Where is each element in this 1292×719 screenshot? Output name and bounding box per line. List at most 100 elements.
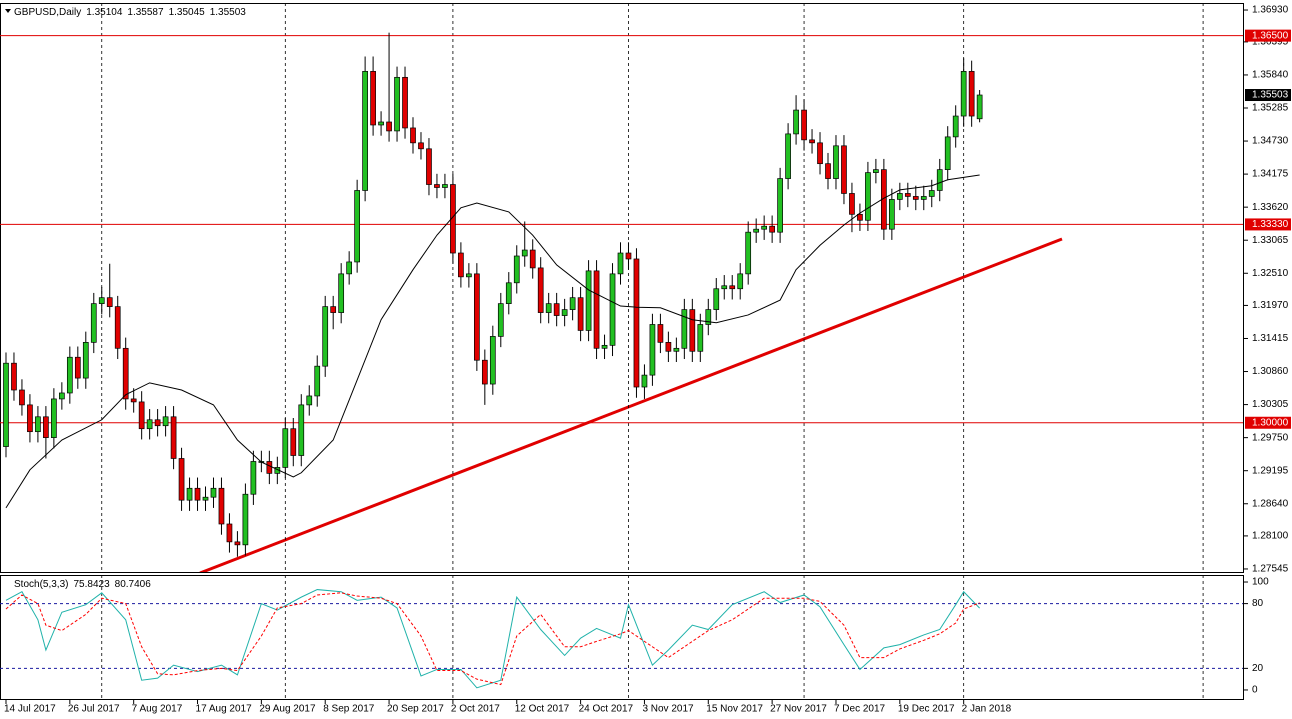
x-tick-label: 17 Aug 2017 xyxy=(196,704,253,715)
candle-body xyxy=(729,285,736,290)
x-tick-label: 2 Jan 2018 xyxy=(962,704,1012,715)
candle-body xyxy=(944,136,951,170)
y-tick-label: 1.34730 xyxy=(1252,136,1289,147)
header-item: Stoch(5,3,3) xyxy=(14,579,68,590)
candle-body xyxy=(569,297,576,310)
candle-body xyxy=(521,249,528,257)
candle-body xyxy=(226,523,233,543)
candle-body xyxy=(154,419,161,427)
x-tick-label: 20 Sep 2017 xyxy=(387,704,444,715)
candle-body xyxy=(641,374,648,388)
candle-body xyxy=(545,303,552,313)
moving-average xyxy=(5,174,980,509)
y-tick-label: 1.36395 xyxy=(1252,37,1289,48)
candle-body xyxy=(825,163,831,179)
candle-body xyxy=(19,389,25,406)
candle-body xyxy=(601,344,608,349)
candle-body xyxy=(74,356,81,379)
candle-body xyxy=(817,142,823,165)
trend-line xyxy=(199,237,1063,572)
x-tick-label: 15 Nov 2017 xyxy=(706,704,763,715)
candle-body xyxy=(896,193,903,200)
candle-body xyxy=(370,71,376,126)
candle-body xyxy=(43,416,49,438)
candle-body xyxy=(849,193,855,215)
candle-body xyxy=(481,359,488,385)
level-label-box xyxy=(1245,416,1291,429)
level-label: 1.30000 xyxy=(1252,417,1289,428)
plot-area xyxy=(0,3,1243,572)
candle-body xyxy=(362,71,368,191)
candle-body xyxy=(35,416,41,433)
candle-body xyxy=(809,139,815,144)
y-tick-label: 1.31415 xyxy=(1252,333,1289,344)
candle-body xyxy=(976,94,983,120)
candle-body xyxy=(769,225,775,233)
y-tick-label: 20 xyxy=(1252,663,1264,674)
candle-body xyxy=(761,225,768,230)
y-tick-label: 1.29195 xyxy=(1252,465,1289,476)
candle-body xyxy=(330,306,337,313)
candle-body xyxy=(960,71,967,117)
candle-body xyxy=(833,145,839,179)
x-tick-label: 3 Nov 2017 xyxy=(642,704,694,715)
candle-body xyxy=(146,419,153,430)
candle-body xyxy=(306,395,313,406)
candle-body xyxy=(458,252,464,278)
candle-body xyxy=(138,401,145,430)
candle-body xyxy=(657,324,664,343)
level-label-box xyxy=(1245,218,1291,231)
candle-body xyxy=(450,184,456,254)
candle-body xyxy=(98,297,105,304)
candle-body xyxy=(928,190,935,197)
candle-body xyxy=(314,365,321,397)
last-price-label: 1.35503 xyxy=(1252,90,1289,101)
candle-body xyxy=(585,270,592,331)
main-panel-frame xyxy=(0,3,1244,573)
y-tick-label: 80 xyxy=(1252,598,1264,609)
candle-body xyxy=(936,169,943,191)
candle-body xyxy=(577,297,584,331)
candle-body xyxy=(394,76,400,132)
candle-body xyxy=(410,127,416,144)
x-tick-label: 7 Aug 2017 xyxy=(132,704,183,715)
x-tick-label: 27 Nov 2017 xyxy=(770,704,827,715)
candle-body xyxy=(434,184,440,188)
level-label-box xyxy=(1245,29,1291,42)
candle-body xyxy=(537,267,544,313)
y-tick-label: 1.35840 xyxy=(1252,70,1289,81)
candle-body xyxy=(513,255,520,284)
candle-body xyxy=(713,288,720,310)
stoch-panel-frame xyxy=(0,575,1244,700)
candle-body xyxy=(162,416,169,427)
candle-body xyxy=(11,362,17,391)
header-item: 80.7406 xyxy=(115,579,152,590)
y-tick-label: 1.34175 xyxy=(1252,169,1289,180)
candle-body xyxy=(218,487,225,525)
candle-body xyxy=(354,190,360,263)
candle-body xyxy=(59,392,65,400)
candle-body xyxy=(952,115,959,138)
y-tick-label: 1.30860 xyxy=(1252,366,1289,377)
candle-body xyxy=(873,169,879,173)
header-item: GBPUSD,Daily xyxy=(14,7,81,18)
candle-body xyxy=(801,109,807,141)
candle-body xyxy=(170,416,177,459)
x-tick-label: 24 Oct 2017 xyxy=(579,704,634,715)
candle-body xyxy=(282,428,289,468)
candle-body xyxy=(888,199,895,230)
panel-header: GBPUSD,Daily 1.35104 1.35587 1.35045 1.35503 xyxy=(14,7,246,18)
candle-body xyxy=(673,347,680,352)
candle-body xyxy=(51,398,57,438)
y-tick-label: 0 xyxy=(1252,685,1258,696)
x-tick-label: 29 Aug 2017 xyxy=(259,704,316,715)
panel-header: Stoch(5,3,3) 75.8423 80.7406 xyxy=(14,579,151,590)
y-tick-label: 1.31970 xyxy=(1252,300,1289,311)
plot-area xyxy=(0,575,1243,700)
menu-arrow[interactable] xyxy=(5,9,11,13)
candle-body xyxy=(473,273,480,361)
candle-body xyxy=(386,121,392,132)
candle-body xyxy=(210,487,217,498)
candle-body xyxy=(777,178,783,233)
